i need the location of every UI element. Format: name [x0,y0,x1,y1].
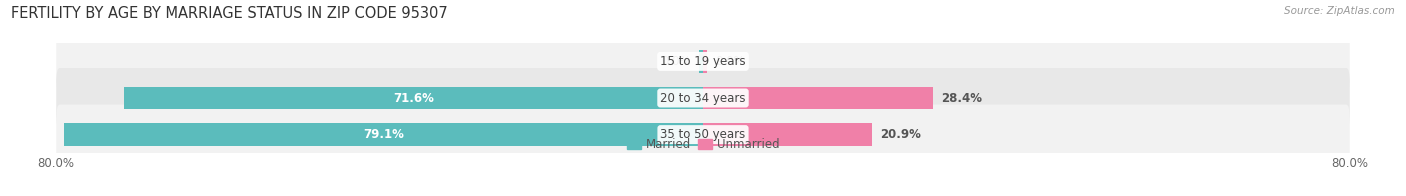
Text: 35 to 50 years: 35 to 50 years [661,128,745,141]
Text: 71.6%: 71.6% [394,92,434,104]
Bar [703,50,707,73]
Text: 20 to 34 years: 20 to 34 years [661,92,745,104]
Bar [124,87,703,109]
Bar [699,50,703,73]
Text: 79.1%: 79.1% [363,128,404,141]
Text: Source: ZipAtlas.com: Source: ZipAtlas.com [1284,6,1395,16]
Text: 0.0%: 0.0% [716,55,745,68]
FancyBboxPatch shape [56,31,1350,91]
Text: 28.4%: 28.4% [941,92,981,104]
Text: FERTILITY BY AGE BY MARRIAGE STATUS IN ZIP CODE 95307: FERTILITY BY AGE BY MARRIAGE STATUS IN Z… [11,6,449,21]
FancyBboxPatch shape [56,68,1350,128]
Bar [703,87,932,109]
FancyBboxPatch shape [56,105,1350,165]
Legend: Married, Unmarried: Married, Unmarried [621,133,785,156]
Bar [703,123,872,146]
Text: 15 to 19 years: 15 to 19 years [661,55,745,68]
Text: 0.0%: 0.0% [661,55,690,68]
Bar [63,123,703,146]
Text: 20.9%: 20.9% [880,128,921,141]
